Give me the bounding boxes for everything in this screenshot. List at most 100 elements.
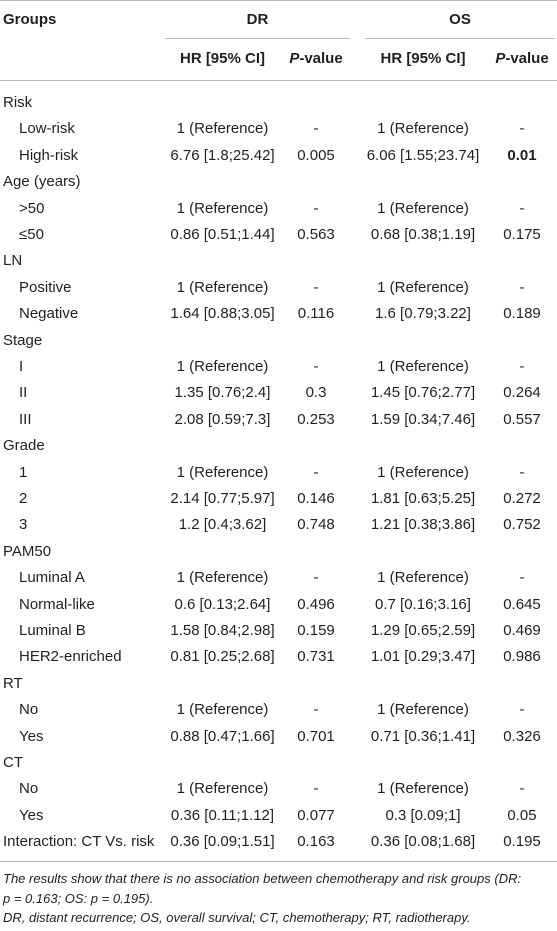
footnote-line-2: p = 0.163; OS: p = 0.195). xyxy=(3,891,154,906)
os-p-cell: - xyxy=(519,200,525,217)
dr-p-cell: - xyxy=(313,569,319,586)
row-label: Low-risk xyxy=(19,120,75,137)
os-hr-ci-header: HR [95% CI] xyxy=(380,50,466,67)
table-top-rule xyxy=(0,0,557,1)
row-label: Luminal A xyxy=(19,569,85,586)
os-hr-cell: 1.01 [0.29;3.47] xyxy=(370,648,476,665)
row-label: HER2-enriched xyxy=(19,648,122,665)
os-p-value-header: P-value xyxy=(487,50,557,68)
footnote-line-1: The results show that there is no associ… xyxy=(3,871,522,886)
dr-hr-cell: 1 (Reference) xyxy=(176,569,269,586)
dr-hr-cell: 1.64 [0.88;3.05] xyxy=(170,305,275,322)
dr-p-cell: 0.253 xyxy=(297,411,335,428)
dr-hr-cell: 1 (Reference) xyxy=(176,701,269,718)
os-p-cell: - xyxy=(519,464,525,481)
dr-header-rule xyxy=(165,38,350,39)
row-label: High-risk xyxy=(19,147,79,164)
dr-hr-cell: 2.14 [0.77;5.97] xyxy=(170,490,275,507)
os-p-italic: P xyxy=(495,50,506,67)
dr-p-cell: 0.077 xyxy=(297,807,335,824)
group-label: RT xyxy=(3,675,23,692)
dr-p-cell: 0.005 xyxy=(297,147,335,164)
dr-p-cell: - xyxy=(313,701,319,718)
os-hr-cell: 1 (Reference) xyxy=(377,120,469,137)
os-p-cell: 0.175 xyxy=(503,226,541,243)
dr-p-cell: - xyxy=(313,200,319,217)
os-hr-cell: 6.06 [1.55;23.74] xyxy=(366,147,480,164)
dr-hr-cell: 2.08 [0.59;7.3] xyxy=(174,411,271,428)
os-hr-cell: 1 (Reference) xyxy=(377,279,469,296)
os-hr-cell: 0.68 [0.38;1.19] xyxy=(370,226,476,243)
os-p-cell: 0.272 xyxy=(503,490,541,507)
os-hr-cell: 1.59 [0.34;7.46] xyxy=(370,411,476,428)
footnote-line-3: DR, distant recurrence; OS, overall surv… xyxy=(3,910,471,925)
header-bottom-rule xyxy=(0,80,557,81)
os-hr-cell: 1.81 [0.63;5.25] xyxy=(370,490,476,507)
os-hr-cell: 1.29 [0.65;2.59] xyxy=(370,622,476,639)
dr-p-cell: - xyxy=(313,279,319,296)
os-hr-cell: 1 (Reference) xyxy=(377,569,469,586)
row-label: Yes xyxy=(19,728,44,745)
dr-p-cell: - xyxy=(313,780,319,797)
row-label: 3 xyxy=(19,516,28,533)
os-hr-cell: 1.6 [0.79;3.22] xyxy=(375,305,471,322)
dr-p-cell: 0.163 xyxy=(297,833,335,850)
row-label: >50 xyxy=(19,200,45,217)
dr-hr-cell: 1 (Reference) xyxy=(176,279,269,296)
dr-p-cell: - xyxy=(313,464,319,481)
dr-p-value-header: P-value xyxy=(280,50,352,68)
row-label: Positive xyxy=(19,279,72,296)
groups-header: Groups xyxy=(3,11,57,28)
row-label: 1 xyxy=(19,464,28,481)
os-header-rule xyxy=(365,38,555,39)
dr-hr-ci-header: HR [95% CI] xyxy=(179,50,265,67)
os-p-cell: 0.326 xyxy=(503,728,541,745)
dr-hr-cell: 1 (Reference) xyxy=(176,358,269,375)
os-p-cell: 0.189 xyxy=(503,305,541,322)
row-label: Negative xyxy=(19,305,79,322)
os-hr-cell: 1.21 [0.38;3.86] xyxy=(370,516,476,533)
dr-p-italic: P xyxy=(289,50,300,67)
dr-p-cell: 0.701 xyxy=(297,728,335,745)
os-hr-cell: 1 (Reference) xyxy=(377,464,469,481)
os-hr-cell: 1 (Reference) xyxy=(377,780,469,797)
group-label: PAM50 xyxy=(3,543,52,560)
dr-hr-cell: 1 (Reference) xyxy=(176,780,269,797)
os-p-cell: 0.195 xyxy=(503,833,541,850)
table-bottom-rule xyxy=(0,861,557,862)
dr-hr-cell: 1.58 [0.84;2.98] xyxy=(170,622,275,639)
dr-header: DR xyxy=(246,11,269,28)
os-p-cell: 0.645 xyxy=(503,596,541,613)
os-p-rest: -value xyxy=(505,50,549,67)
os-p-cell: 0.752 xyxy=(503,516,541,533)
os-hr-cell: 0.7 [0.16;3.16] xyxy=(375,596,471,613)
row-label: Interaction: CT Vs. risk xyxy=(3,833,155,850)
group-label: Grade xyxy=(3,437,45,454)
dr-p-cell: 0.116 xyxy=(297,305,335,322)
os-hr-cell: 1 (Reference) xyxy=(377,701,469,718)
dr-hr-cell: 1 (Reference) xyxy=(176,464,269,481)
dr-hr-cell: 1 (Reference) xyxy=(176,200,269,217)
row-label: Yes xyxy=(19,807,44,824)
os-p-cell: - xyxy=(519,780,525,797)
dr-p-cell: 0.563 xyxy=(297,226,335,243)
row-label: I xyxy=(19,358,24,375)
dr-hr-cell: 1.2 [0.4;3.62] xyxy=(178,516,267,533)
os-p-cell: - xyxy=(519,279,525,296)
row-label: II xyxy=(19,384,28,401)
dr-hr-cell: 0.36 [0.09;1.51] xyxy=(170,833,275,850)
row-label: No xyxy=(19,701,39,718)
group-label: LN xyxy=(3,252,23,269)
os-p-cell: - xyxy=(519,358,525,375)
os-hr-cell: 1 (Reference) xyxy=(377,200,469,217)
os-p-cell: - xyxy=(519,569,525,586)
group-label: Risk xyxy=(3,94,33,111)
dr-p-cell: 0.731 xyxy=(297,648,335,665)
row-label: Luminal B xyxy=(19,622,86,639)
os-p-cell: 0.986 xyxy=(503,648,541,665)
dr-p-cell: - xyxy=(313,120,319,137)
dr-p-cell: 0.3 xyxy=(305,384,327,401)
dr-hr-cell: 0.88 [0.47;1.66] xyxy=(170,728,275,745)
os-p-cell: - xyxy=(519,701,525,718)
dr-p-cell: 0.159 xyxy=(297,622,335,639)
